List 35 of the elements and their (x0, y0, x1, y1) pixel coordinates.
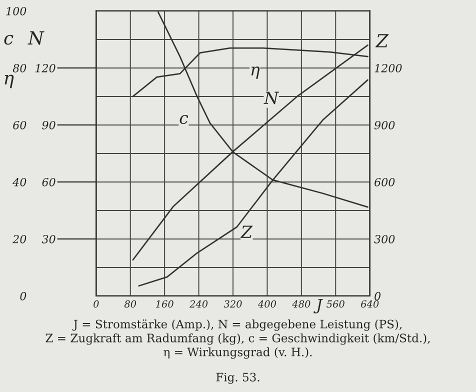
y3-tick-label: 900 (374, 120, 395, 130)
y-tick-label: 100 (6, 6, 26, 16)
series-label: Z (240, 226, 253, 238)
x-tick-label: 320 (224, 300, 242, 308)
y-tick-label: 0 (20, 292, 26, 300)
x-tick-label: 240 (189, 300, 208, 308)
series-label: c (180, 114, 188, 124)
x-tick-label: 80 (124, 300, 136, 308)
y3-tick-label: 600 (374, 178, 395, 186)
x-tick-label: 560 (326, 300, 344, 308)
y-axis-title: c (4, 34, 14, 45)
y-tick-label: 60 (13, 120, 26, 130)
y3-tick-label: 0 (374, 292, 381, 300)
y2-tick-label: 90 (42, 120, 56, 130)
caption: Fig. 53. (216, 372, 260, 384)
y-tick-label: 80 (12, 64, 26, 72)
text: η (4, 74, 14, 88)
y3-tick-label: 1200 (374, 64, 402, 72)
text: J = Stromstärke (Amp.), N = abgegebene Leistung (PS), Z = Zugkraft am Radumfang (kg), c = Geschwindigkeit (km/Std.), η = Wirkungsgrad (v. H.). (46, 319, 430, 359)
y3-tick-label: 300 (374, 234, 395, 244)
series-label: N (264, 92, 280, 104)
series-label: η (251, 66, 260, 79)
y2-tick-label: 30 (42, 234, 56, 244)
y3-axis-title: Z (375, 34, 389, 48)
x-tick-label: 640 (361, 300, 379, 308)
x-tick-label: 160 (156, 300, 174, 308)
x-tick-label: 480 (292, 300, 310, 308)
y2-tick-label: 60 (42, 178, 56, 186)
x-axis-title: J (314, 299, 323, 314)
y2-tick-label: 120 (35, 64, 56, 72)
y-tick-label: 20 (12, 234, 26, 244)
x-tick-label: 400 (258, 300, 276, 308)
x-tick-label: 0 (94, 300, 99, 308)
y2-axis-title: N (28, 31, 44, 45)
y-tick-label: 40 (12, 178, 26, 186)
